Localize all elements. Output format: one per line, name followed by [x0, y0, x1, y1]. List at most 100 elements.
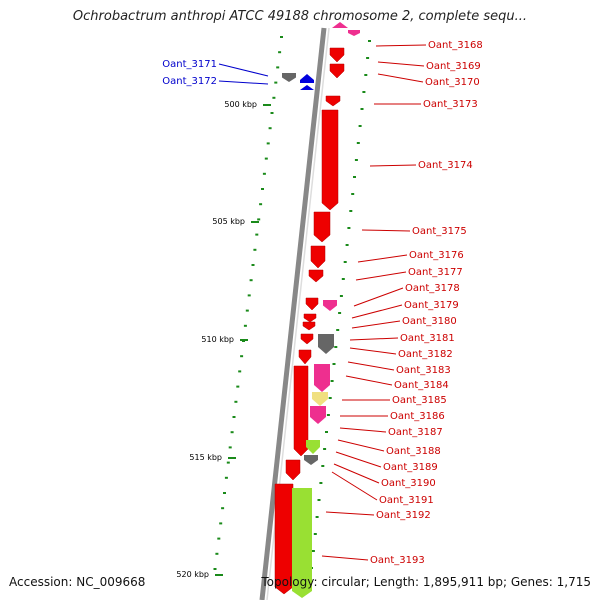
gene-label-oant_3178: Oant_3178: [405, 283, 460, 294]
gene-label-oant_3170: Oant_3170: [425, 77, 480, 88]
strand-dot: [341, 278, 345, 280]
leader-line: [355, 271, 407, 281]
strand-dot: [328, 397, 332, 399]
ruler-dot: [276, 66, 280, 69]
gene-arrow-oant_3181: [302, 321, 316, 331]
leader-line: [377, 73, 424, 83]
position-tick: [215, 574, 223, 576]
gene-arrow-oant_3191: [285, 459, 301, 481]
ruler-dot: [224, 476, 228, 479]
gene-arrow-oant_3179: [323, 300, 337, 311]
ruler-dot: [226, 461, 230, 464]
gene-arrow-oant_3187: [310, 406, 326, 424]
strand-dot: [319, 482, 323, 484]
gene-arrow-oant_3188: [293, 365, 309, 457]
gene-label-oant_3168: Oant_3168: [428, 40, 483, 51]
strand-dot: [353, 176, 356, 178]
accession-text: Accession: NC_009668: [9, 575, 146, 589]
strand-dot: [315, 516, 319, 518]
leader-line: [331, 471, 378, 501]
strand-dot: [349, 210, 353, 212]
gene-label-oant_3172: Oant_3172: [162, 76, 217, 87]
gene-label-oant_3175: Oant_3175: [412, 226, 467, 237]
leader-line: [377, 61, 425, 67]
strand-dot: [347, 227, 351, 229]
gene-arrow-oant_3169: [329, 47, 345, 63]
leader-line: [335, 451, 382, 468]
gene-label-oant_3176: Oant_3176: [409, 250, 464, 261]
strand-dot: [323, 448, 327, 450]
ruler-dot: [236, 385, 240, 388]
ruler-dot: [262, 172, 266, 175]
ruler-dot: [278, 51, 282, 54]
strand-dot: [338, 312, 342, 314]
strand-dot: [326, 414, 330, 416]
strand-dot: [332, 363, 336, 365]
ruler-dot: [249, 279, 253, 282]
strand-dot: [313, 533, 317, 535]
leader-line: [218, 80, 269, 85]
ruler-dot: [251, 264, 255, 266]
backbone-line: [259, 27, 327, 600]
ruler-dot: [219, 522, 223, 525]
gene-arrow-oant_3177: [308, 269, 324, 283]
top-marker: [332, 22, 348, 28]
ruler-dot: [238, 370, 242, 373]
ruler-dot: [272, 96, 276, 99]
gene-label-oant_3177: Oant_3177: [408, 267, 463, 278]
leader-line: [347, 361, 395, 371]
strand-dot: [345, 244, 349, 246]
leader-line: [351, 304, 403, 319]
gene-arrow-oant_3173: [325, 95, 341, 107]
leader-line: [333, 463, 380, 484]
leader-line: [349, 337, 399, 341]
strand-dot: [354, 159, 358, 161]
strand-dot: [339, 295, 343, 297]
gene-arrow-oant_3184: [298, 349, 312, 365]
gene-label-oant_3187: Oant_3187: [388, 427, 443, 438]
gene-arrow-oant_3190: [304, 455, 318, 465]
ruler-dot: [257, 218, 261, 221]
leader-line: [351, 320, 401, 329]
gene-arrow-oant_3189: [306, 440, 320, 454]
ruler-dot: [247, 294, 251, 297]
strand-dot: [336, 329, 340, 331]
strand-dot: [321, 465, 325, 467]
gene-arrow-oant_3174: [321, 109, 339, 211]
strand-dot: [351, 193, 355, 195]
ruler-dot: [268, 127, 272, 130]
position-tick: [251, 221, 259, 223]
leader-line: [339, 427, 387, 433]
gene-label-oant_3182: Oant_3182: [398, 349, 453, 360]
gene-arrow-oant_3175: [313, 211, 331, 243]
gene-label-oant_3189: Oant_3189: [383, 462, 438, 473]
strand-dot: [317, 499, 321, 501]
gene-arrow-oant_3168: [348, 30, 360, 36]
gene-arrow-oant_3186: [312, 392, 328, 406]
gene-arrow-oant_3178: [305, 297, 319, 311]
ruler-dot: [230, 431, 234, 434]
leader-line: [321, 555, 369, 561]
gene-arrow-oant_3193: [292, 488, 312, 598]
position-label: 515 kbp: [189, 453, 222, 462]
position-label: 520 kbp: [176, 570, 209, 579]
gene-blue-arrowhead: [300, 85, 314, 90]
gene-arrow-oant_3192: [274, 483, 294, 595]
position-tick: [228, 457, 236, 459]
gene-label-oant_3173: Oant_3173: [423, 99, 478, 110]
gene-arrow-oant_3183: [318, 334, 334, 354]
gene-label-oant_3185: Oant_3185: [392, 395, 447, 406]
gene-blue-arrow: [300, 74, 314, 83]
ruler-dot: [270, 112, 274, 114]
strand-dot: [358, 125, 362, 127]
ruler-dot: [228, 446, 232, 449]
gene-arrow-oant_3185: [314, 364, 330, 392]
ruler-dot: [243, 324, 247, 327]
position-tick: [240, 339, 248, 341]
map-title: Ochrobactrum anthropi ATCC 49188 chromos…: [72, 9, 528, 24]
ruler-dot: [253, 248, 257, 251]
ruler-dot: [232, 416, 236, 418]
leader-line: [345, 375, 393, 386]
summary-text: Topology: circular; Length: 1,895,911 bp…: [261, 575, 591, 589]
